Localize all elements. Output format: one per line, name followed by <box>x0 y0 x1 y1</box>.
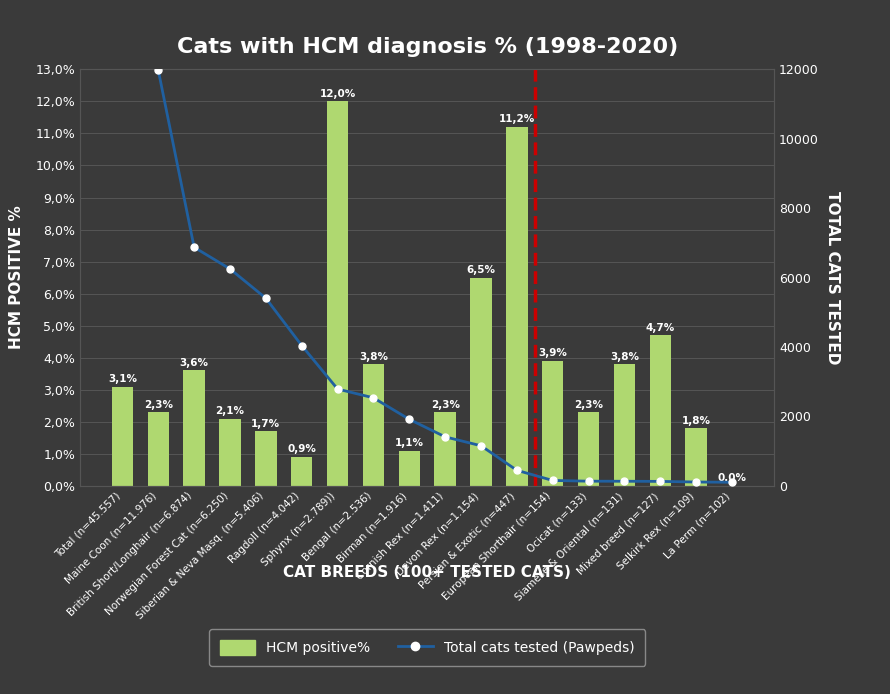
Text: 12,0%: 12,0% <box>320 89 356 99</box>
Text: 2,3%: 2,3% <box>144 400 173 409</box>
Bar <box>650 335 671 486</box>
Bar <box>327 101 348 486</box>
Bar <box>183 371 205 486</box>
Text: 3,9%: 3,9% <box>538 348 567 358</box>
Bar <box>399 450 420 486</box>
Text: 3,6%: 3,6% <box>180 358 208 368</box>
Y-axis label: TOTAL CATS TESTED: TOTAL CATS TESTED <box>825 191 840 364</box>
Bar <box>362 364 384 486</box>
Text: 1,7%: 1,7% <box>251 418 280 429</box>
Bar <box>111 387 134 486</box>
Bar <box>542 361 563 486</box>
Bar <box>470 278 492 486</box>
Text: 0,9%: 0,9% <box>287 444 316 455</box>
Bar <box>291 457 312 486</box>
Text: 1,1%: 1,1% <box>395 438 424 448</box>
Y-axis label: HCM POSITIVE %: HCM POSITIVE % <box>9 205 24 350</box>
Bar <box>148 412 169 486</box>
Bar <box>255 432 277 486</box>
Bar <box>578 412 599 486</box>
Text: 3,1%: 3,1% <box>108 374 137 384</box>
Bar <box>434 412 456 486</box>
Bar <box>685 428 707 486</box>
Text: 2,1%: 2,1% <box>215 406 245 416</box>
Bar <box>506 127 528 486</box>
Bar <box>219 418 240 486</box>
Text: 2,3%: 2,3% <box>431 400 459 409</box>
Text: 1,8%: 1,8% <box>682 416 710 425</box>
Text: 6,5%: 6,5% <box>466 265 496 275</box>
Text: 3,8%: 3,8% <box>610 352 639 362</box>
Text: CAT BREEDS (100+ TESTED CATS): CAT BREEDS (100+ TESTED CATS) <box>283 565 571 580</box>
Text: 0,0%: 0,0% <box>717 473 747 483</box>
Text: 4,7%: 4,7% <box>645 323 675 332</box>
Title: Cats with HCM diagnosis % (1998-2020): Cats with HCM diagnosis % (1998-2020) <box>176 37 678 57</box>
Text: 3,8%: 3,8% <box>359 352 388 362</box>
Text: 2,3%: 2,3% <box>574 400 603 409</box>
Bar <box>614 364 635 486</box>
Text: 11,2%: 11,2% <box>498 115 535 124</box>
Legend: HCM positive%, Total cats tested (Pawpeds): HCM positive%, Total cats tested (Pawped… <box>209 629 645 666</box>
